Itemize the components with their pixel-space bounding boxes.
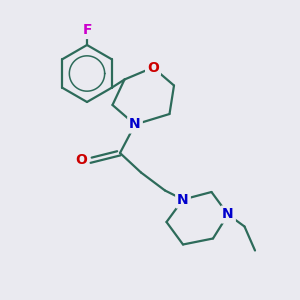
Text: N: N	[129, 118, 141, 131]
Text: O: O	[147, 61, 159, 74]
Text: O: O	[75, 154, 87, 167]
Text: F: F	[82, 23, 92, 37]
Text: N: N	[222, 208, 234, 221]
Text: N: N	[177, 193, 189, 206]
